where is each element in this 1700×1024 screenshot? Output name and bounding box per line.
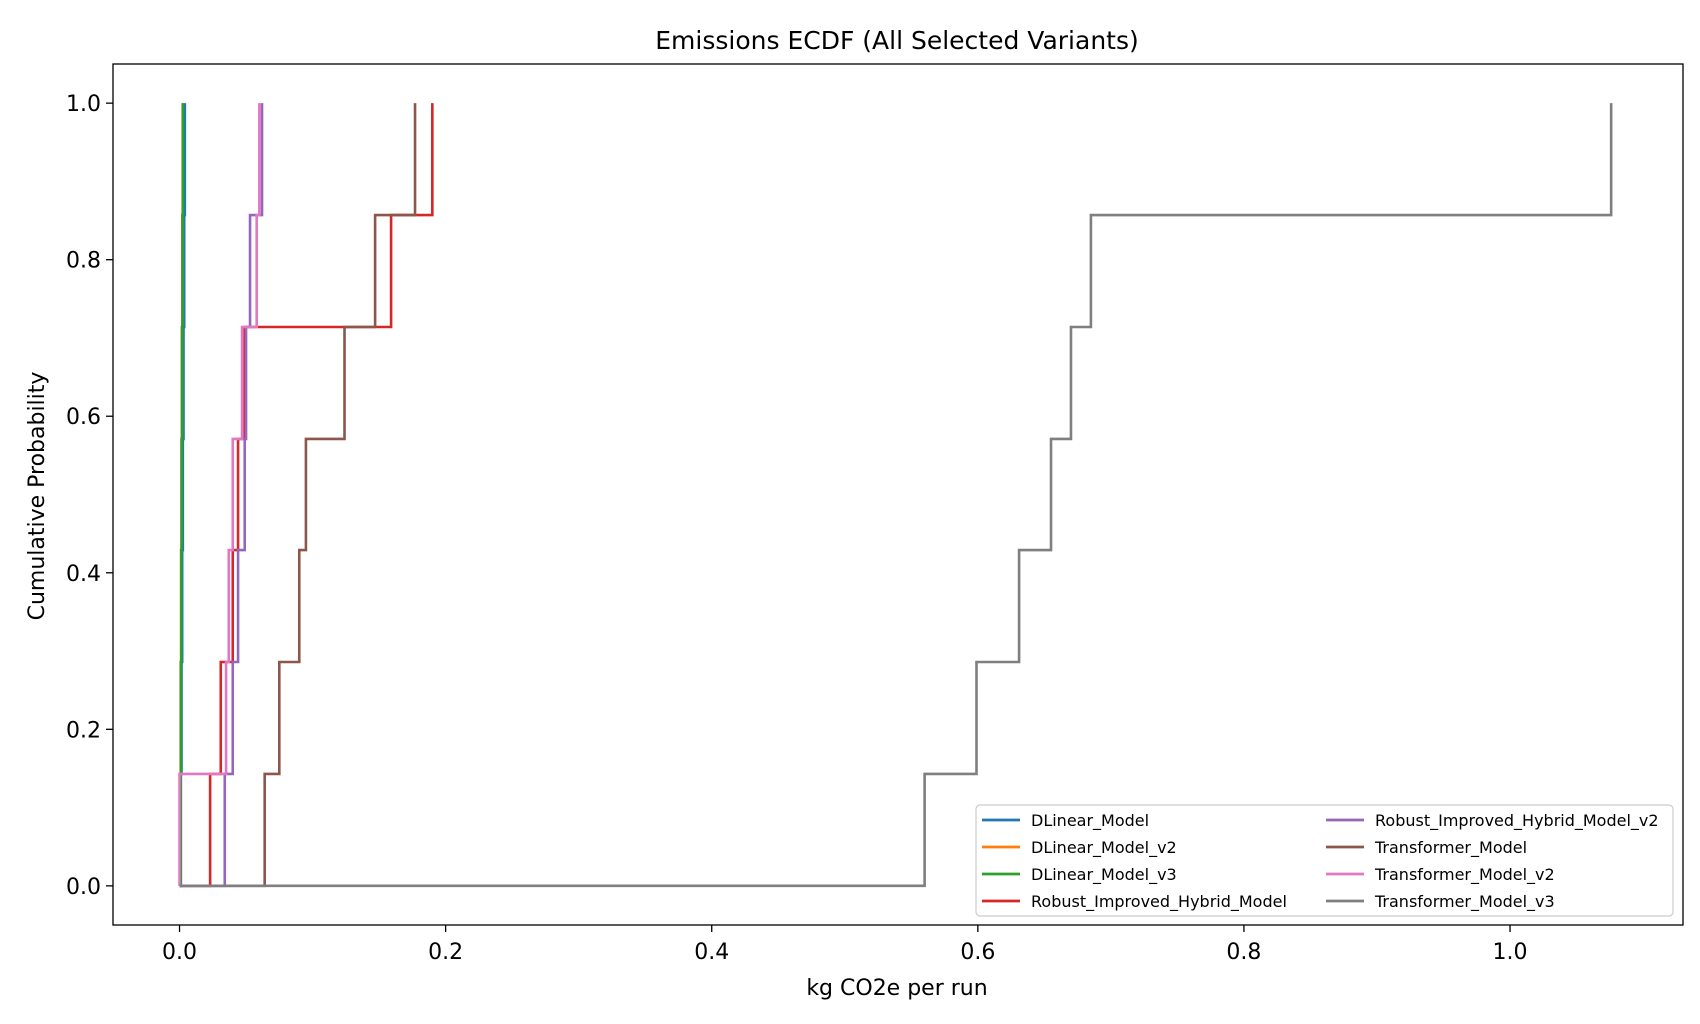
y-tick-label: 0.6 bbox=[66, 405, 101, 430]
legend-label: Transformer_Model_v2 bbox=[1374, 865, 1555, 885]
ticks-layer: 0.0 0.2 0.4 0.6 0.8 1.0 0.0 0.2 0.4 0.6 0.8 1.0 bbox=[66, 92, 1528, 965]
y-tick-label: 0.4 bbox=[66, 562, 101, 587]
legend-box bbox=[975, 804, 1674, 917]
chart-title: Emissions ECDF (All Selected Variants) bbox=[655, 26, 1139, 55]
x-tick-label: 0.4 bbox=[694, 940, 729, 965]
series-line-5 bbox=[179, 103, 264, 888]
x-tick-label: 0.2 bbox=[428, 940, 463, 965]
y-tick-label: 1.0 bbox=[66, 92, 101, 117]
x-tick-label: 0.8 bbox=[1226, 940, 1261, 965]
legend-label: DLinear_Model_v3 bbox=[1031, 865, 1177, 885]
x-tick-label: 0.6 bbox=[960, 940, 995, 965]
y-tick-label: 0.2 bbox=[66, 718, 101, 743]
series-layer bbox=[178, 103, 1613, 888]
legend-label: DLinear_Model_v2 bbox=[1031, 838, 1177, 858]
legend: DLinear_Model DLinear_Model_v2 DLinear_Mod… bbox=[975, 804, 1674, 917]
y-tick-label: 0.8 bbox=[66, 249, 101, 274]
x-tick-label: 1.0 bbox=[1493, 940, 1528, 965]
series-line-7 bbox=[178, 103, 261, 886]
legend-label: Transformer_Model_v3 bbox=[1374, 892, 1555, 912]
series-line-6 bbox=[179, 103, 417, 888]
plot-frame bbox=[112, 63, 1684, 926]
legend-label: Robust_Improved_Hybrid_Model bbox=[1031, 892, 1287, 912]
series-line-8 bbox=[179, 103, 1613, 888]
legend-label: Robust_Improved_Hybrid_Model_v2 bbox=[1375, 811, 1659, 831]
y-axis-label: Cumulative Probability bbox=[25, 372, 50, 621]
legend-label: DLinear_Model bbox=[1031, 811, 1149, 831]
y-tick-label: 0.0 bbox=[66, 875, 101, 900]
x-axis-label: kg CO2e per run bbox=[806, 976, 987, 1001]
x-tick-label: 0.0 bbox=[162, 940, 197, 965]
legend-label: Transformer_Model bbox=[1374, 838, 1527, 858]
